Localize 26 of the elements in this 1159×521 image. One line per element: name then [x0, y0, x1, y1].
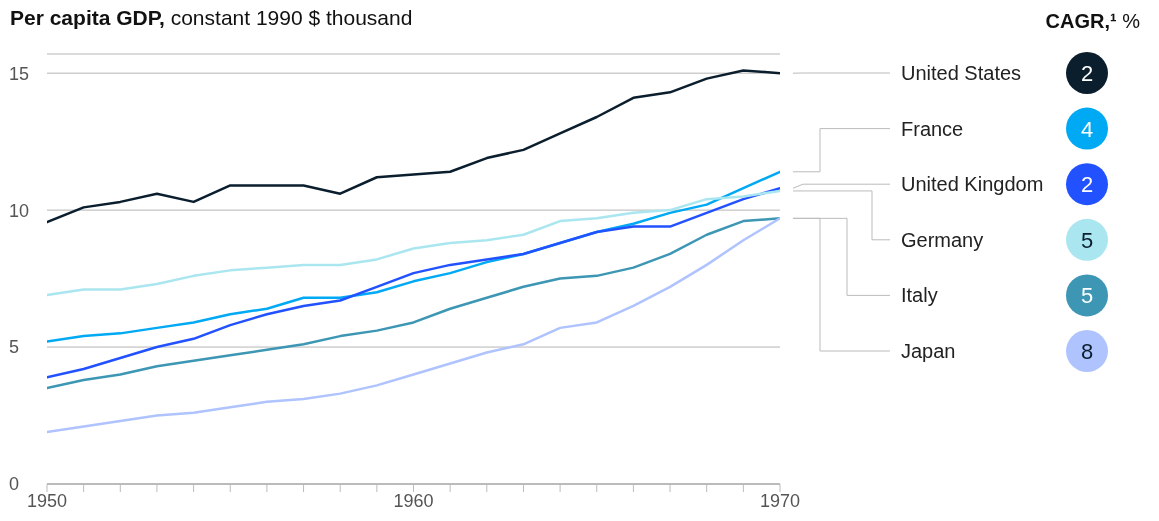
- text: Germany: [901, 228, 984, 251]
- y-tick-label: 15: [9, 63, 30, 84]
- y-tick-label: 10: [9, 200, 30, 221]
- text: 4: [1080, 116, 1094, 142]
- x-tick-label: 1970: [759, 490, 801, 511]
- chart-title: Per capita GDP, constant 1990 $ thousand: [10, 6, 413, 30]
- text: Italy: [901, 284, 938, 307]
- text: 8: [1080, 339, 1094, 364]
- text: United Kingdom: [901, 173, 1044, 196]
- line-series: [47, 217, 780, 390]
- y-tick-label: 0: [9, 474, 20, 495]
- x-tick-label: 1960: [393, 490, 434, 511]
- x-tick-label: 1950: [26, 490, 68, 511]
- line-series: [47, 69, 780, 224]
- text: 2: [1080, 172, 1094, 198]
- text: 2: [1080, 61, 1094, 86]
- legend-title: CAGR,¹ %: [1045, 10, 1141, 32]
- text: United States: [901, 62, 1022, 84]
- text: 5: [1080, 227, 1094, 253]
- line-series: [47, 217, 780, 434]
- line-series: [47, 186, 780, 379]
- text: 5: [1080, 283, 1094, 309]
- text: Japan: [901, 340, 956, 362]
- line-series: [47, 189, 780, 297]
- text: France: [901, 117, 964, 140]
- y-tick-label: 5: [9, 337, 20, 358]
